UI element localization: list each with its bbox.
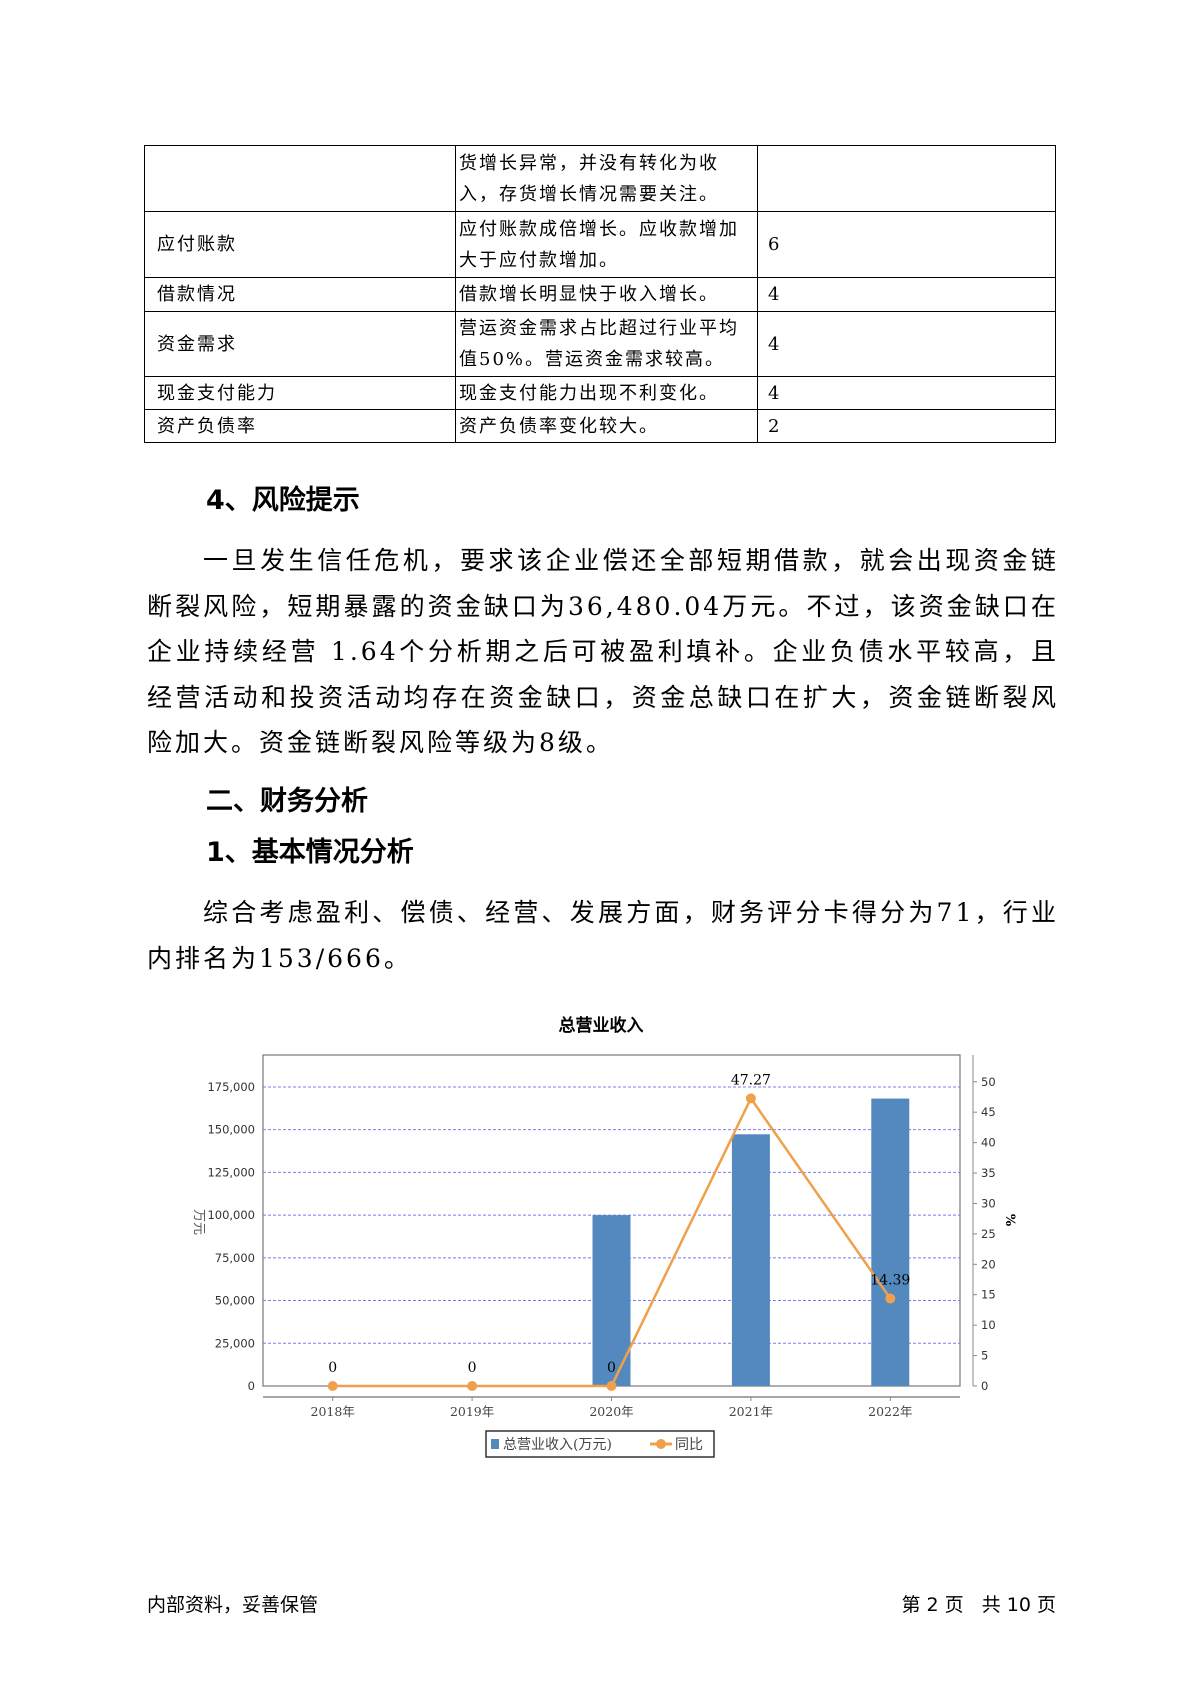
cell-item	[144, 145, 456, 212]
point-yoy-3	[745, 1093, 756, 1104]
y2-tick-label: 45	[981, 1105, 996, 1119]
y2-tick-label: 50	[981, 1075, 996, 1089]
cell-desc: 借款增长明显快于收入增长。	[455, 277, 758, 312]
table-row: 资金需求 营运资金需求占比超过行业平均值50%。营运资金需求较高。 4	[144, 311, 1056, 377]
cell-item: 现金支付能力	[144, 376, 456, 410]
table-row: 应付账款 应付账款成倍增长。应收款增加大于应付款增加。 6	[144, 211, 1056, 278]
y2-tick-label: 30	[981, 1196, 996, 1210]
y-tick-label: 125,000	[207, 1165, 255, 1179]
cell-desc: 现金支付能力出现不利变化。	[455, 376, 758, 410]
y-tick-label: 175,000	[207, 1080, 255, 1094]
legend-label-revenue: 总营业收入(万元)	[503, 1437, 612, 1453]
cell-desc: 营运资金需求占比超过行业平均值50%。营运资金需求较高。	[455, 311, 758, 377]
cell-desc: 资产负债率变化较大。	[455, 409, 758, 443]
data-label-yoy: 0	[607, 1360, 616, 1376]
table-row: 现金支付能力 现金支付能力出现不利变化。 4	[144, 376, 1056, 410]
cell-item: 应付账款	[144, 211, 456, 278]
risk-table: 货增长异常，并没有转化为收入，存货增长情况需要关注。 应付账款 应付账款成倍增长。…	[144, 145, 1056, 443]
y-tick-label: 25,000	[215, 1336, 255, 1350]
basic-analysis-paragraph: 综合考虑盈利、偿债、经营、发展方面，财务评分卡得分为71，行业内排名为153/6…	[147, 898, 1059, 973]
y2-tick-label: 15	[981, 1288, 996, 1302]
footer-confidential: 内部资料，妥善保管	[147, 1594, 319, 1616]
y-tick-label: 50,000	[215, 1294, 255, 1308]
cell-score: 4	[757, 376, 1056, 410]
y2-tick-label: 20	[981, 1257, 996, 1271]
table-row: 借款情况 借款增长明显快于收入增长。 4	[144, 277, 1056, 312]
y-tick-label: 100,000	[207, 1208, 255, 1222]
cell-score: 2	[757, 409, 1056, 443]
x-tick-label: 2021年	[729, 1404, 773, 1419]
y2-tick-label: 40	[981, 1136, 996, 1150]
cell-score: 4	[757, 311, 1056, 377]
cell-item: 资产负债率	[144, 409, 456, 443]
data-label-yoy: 0	[468, 1360, 477, 1376]
point-yoy-2	[606, 1381, 617, 1391]
point-yoy-0	[327, 1381, 338, 1391]
y2-axis-label: %	[1002, 1214, 1017, 1227]
legend-line-marker	[656, 1439, 666, 1449]
data-label-yoy: 0	[328, 1360, 337, 1376]
y2-tick-label: 0	[981, 1379, 988, 1393]
y2-tick-label: 10	[981, 1318, 996, 1332]
x-tick-label: 2019年	[450, 1404, 494, 1419]
y-tick-label: 75,000	[215, 1251, 255, 1265]
heading-financial-analysis: 二、财务分析	[206, 786, 368, 817]
cell-score: 6	[757, 211, 1056, 278]
data-label-yoy: 14.39	[870, 1272, 910, 1288]
point-yoy-4	[885, 1293, 896, 1304]
y2-tick-label: 25	[981, 1227, 996, 1241]
x-tick-label: 2018年	[311, 1404, 355, 1419]
x-tick-label: 2022年	[868, 1404, 912, 1419]
y-tick-label: 0	[248, 1379, 255, 1393]
point-yoy-1	[467, 1381, 478, 1391]
legend-box	[485, 1430, 715, 1458]
heading-risk-tips: 4、风险提示	[206, 485, 360, 516]
y2-tick-label: 35	[981, 1166, 996, 1180]
bar-revenue-4	[871, 1098, 910, 1386]
x-tick-label: 2020年	[589, 1404, 633, 1419]
footer-page-number: 第 2 页 共 10 页	[901, 1594, 1056, 1616]
chart-title: 总营业收入	[559, 1015, 644, 1036]
y-axis-label: 万元	[191, 1209, 206, 1235]
bar-revenue-3	[731, 1134, 770, 1386]
risk-paragraph: 一旦发生信任危机，要求该企业偿还全部短期借款，就会出现资金链断裂风险，短期暴露的…	[147, 546, 1059, 757]
y-tick-label: 150,000	[207, 1123, 255, 1137]
cell-item: 借款情况	[144, 277, 456, 312]
heading-basic-analysis: 1、基本情况分析	[206, 837, 414, 868]
legend-label-yoy: 同比	[675, 1437, 703, 1453]
y2-tick-label: 5	[981, 1349, 988, 1363]
table-row: 资产负债率 资产负债率变化较大。 2	[144, 409, 1056, 443]
legend-bar-swatch	[491, 1439, 499, 1449]
data-label-yoy: 47.27	[731, 1072, 771, 1088]
